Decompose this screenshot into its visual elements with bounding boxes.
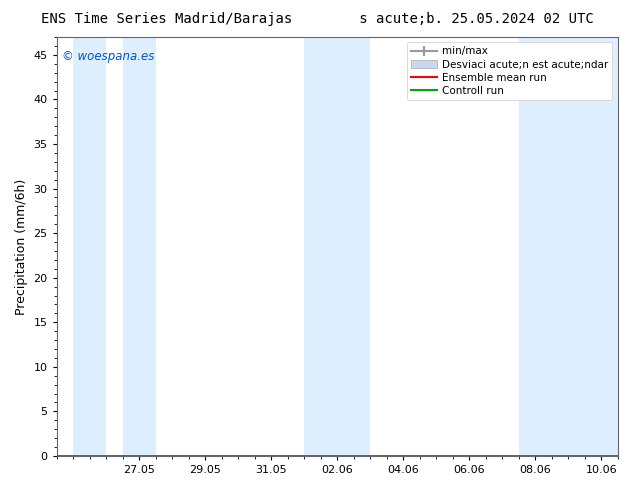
Legend: min/max, Desviaci acute;n est acute;ndar, Ensemble mean run, Controll run: min/max, Desviaci acute;n est acute;ndar…: [406, 42, 612, 100]
Bar: [519, 37, 618, 456]
Text: ENS Time Series Madrid/Barajas        s acute;b. 25.05.2024 02 UTC: ENS Time Series Madrid/Barajas s acute;b…: [41, 12, 593, 26]
Text: © woespana.es: © woespana.es: [62, 49, 155, 63]
Bar: [73, 37, 107, 456]
Y-axis label: Precipitation (mm/6h): Precipitation (mm/6h): [15, 178, 28, 315]
Bar: [123, 37, 156, 456]
Bar: [304, 37, 370, 456]
